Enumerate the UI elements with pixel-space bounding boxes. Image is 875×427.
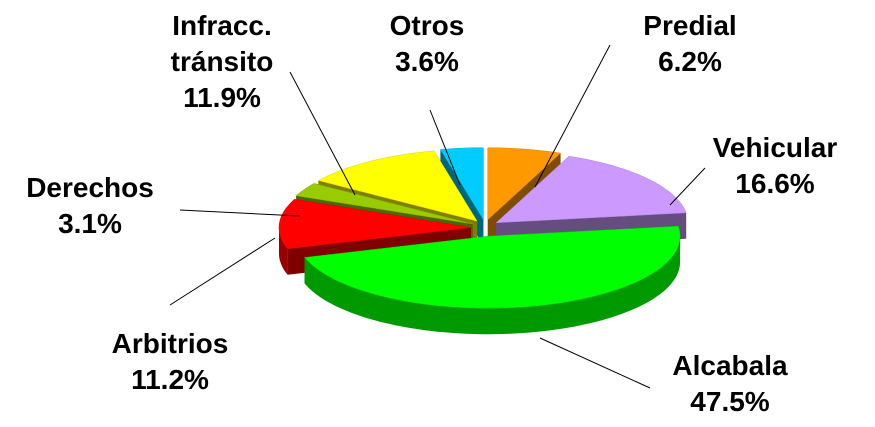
slice-top [495,155,687,224]
slice-top [295,183,473,225]
slice-top [439,147,484,221]
label-name: Vehicular [712,132,838,163]
label-name: Predial [643,10,737,41]
leader-line [534,44,611,188]
label-name: Derechos [26,172,154,203]
data-label: Vehicular 16.6% [675,130,875,202]
slice-top [304,225,681,309]
label-name: Otros [389,10,465,41]
label-name: Infracc. tránsito [170,10,274,77]
slice-side [304,236,681,335]
slice-side [279,227,288,275]
label-value: 11.2% [131,364,209,395]
leader-line [289,71,356,196]
data-label: Arbitrios 11.2% [70,326,270,398]
label-name: Arbitrios [111,328,229,359]
leader-line [179,209,301,217]
label-value: 3.6% [395,46,459,77]
slice-top [278,199,472,250]
leader-line [169,237,276,306]
label-value: 11.9% [183,82,261,113]
label-value: 3.1% [58,208,122,239]
leader-line [429,109,461,186]
slice-top [317,150,478,222]
leader-line [669,167,706,206]
data-label: Predial 6.2% [590,8,790,80]
data-label: Derechos 3.1% [0,170,190,242]
label-value: 16.6% [735,168,815,199]
label-name: Alcabala [672,350,788,381]
slice-top [487,147,562,221]
data-label: Infracc. tránsito 11.9% [137,8,307,116]
leader-line [539,337,651,389]
label-value: 6.2% [658,46,722,77]
data-label: Alcabala 47.5% [630,348,830,420]
data-label: Otros 3.6% [327,8,527,80]
label-value: 47.5% [690,386,770,417]
